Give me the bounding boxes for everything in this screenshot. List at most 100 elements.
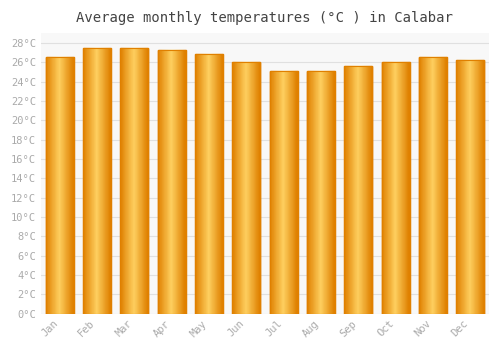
Bar: [323, 71, 324, 314]
Bar: [364, 66, 365, 314]
Bar: [135, 48, 136, 314]
Bar: [282, 71, 283, 314]
Bar: [133, 48, 134, 314]
Bar: [214, 54, 215, 314]
Bar: [283, 71, 284, 314]
Bar: [362, 66, 364, 314]
Bar: [233, 62, 234, 314]
Bar: [242, 62, 243, 314]
Bar: [479, 60, 480, 314]
Bar: [419, 57, 420, 314]
Bar: [220, 54, 222, 314]
Bar: [471, 60, 472, 314]
Bar: [333, 71, 334, 314]
Bar: [326, 71, 327, 314]
Bar: [185, 50, 186, 314]
Bar: [120, 48, 121, 314]
Bar: [463, 60, 464, 314]
Bar: [432, 57, 433, 314]
Bar: [147, 48, 148, 314]
Bar: [481, 60, 482, 314]
Bar: [200, 54, 201, 314]
Bar: [346, 66, 347, 314]
Bar: [243, 62, 244, 314]
Bar: [388, 62, 389, 314]
Bar: [273, 71, 274, 314]
Bar: [327, 71, 328, 314]
Bar: [366, 66, 367, 314]
Bar: [138, 48, 139, 314]
Bar: [51, 57, 52, 314]
Bar: [90, 48, 91, 314]
Bar: [307, 71, 308, 314]
Bar: [309, 71, 310, 314]
Bar: [139, 48, 140, 314]
Bar: [272, 71, 273, 314]
Bar: [252, 62, 253, 314]
Bar: [213, 54, 214, 314]
Bar: [70, 57, 71, 314]
Bar: [65, 57, 66, 314]
Bar: [317, 71, 318, 314]
Bar: [165, 50, 166, 314]
Bar: [122, 48, 123, 314]
Bar: [143, 48, 144, 314]
Bar: [201, 54, 202, 314]
Bar: [322, 71, 323, 314]
Bar: [103, 48, 104, 314]
Bar: [256, 62, 257, 314]
Bar: [126, 48, 127, 314]
Bar: [97, 48, 98, 314]
Bar: [146, 48, 147, 314]
Bar: [208, 54, 209, 314]
Bar: [180, 50, 181, 314]
Bar: [106, 48, 107, 314]
Bar: [250, 62, 252, 314]
Bar: [64, 57, 65, 314]
Bar: [86, 48, 87, 314]
Bar: [465, 60, 466, 314]
Bar: [296, 71, 297, 314]
Bar: [433, 57, 434, 314]
Bar: [297, 71, 298, 314]
Bar: [164, 50, 165, 314]
Bar: [212, 54, 213, 314]
Bar: [391, 62, 392, 314]
Bar: [470, 60, 471, 314]
Bar: [274, 71, 275, 314]
Bar: [166, 50, 167, 314]
Bar: [458, 60, 459, 314]
Bar: [294, 71, 295, 314]
Bar: [248, 62, 249, 314]
Bar: [232, 62, 233, 314]
Bar: [476, 60, 477, 314]
Bar: [419, 57, 447, 314]
Bar: [232, 62, 260, 314]
Bar: [88, 48, 89, 314]
Bar: [370, 66, 371, 314]
Bar: [446, 57, 447, 314]
Bar: [72, 57, 73, 314]
Bar: [176, 50, 177, 314]
Bar: [483, 60, 484, 314]
Bar: [425, 57, 426, 314]
Bar: [174, 50, 175, 314]
Bar: [277, 71, 278, 314]
Bar: [55, 57, 56, 314]
Bar: [184, 50, 185, 314]
Bar: [183, 50, 184, 314]
Bar: [438, 57, 439, 314]
Bar: [429, 57, 430, 314]
Bar: [435, 57, 436, 314]
Bar: [312, 71, 313, 314]
Bar: [424, 57, 425, 314]
Bar: [172, 50, 174, 314]
Bar: [94, 48, 96, 314]
Bar: [121, 48, 122, 314]
Bar: [222, 54, 223, 314]
Bar: [177, 50, 178, 314]
Bar: [158, 50, 160, 314]
Bar: [67, 57, 68, 314]
Bar: [56, 57, 57, 314]
Bar: [216, 54, 217, 314]
